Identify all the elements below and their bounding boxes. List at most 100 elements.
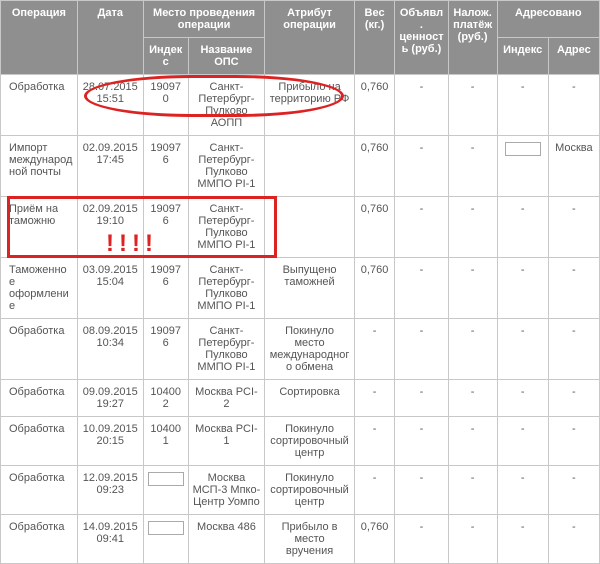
cell-attr: Выпущено таможней [265, 258, 355, 319]
col-decl-value: Объявл. ценность (руб.) [395, 1, 448, 75]
cell-attr: Прибыло на территорию РФ [265, 75, 355, 136]
cell-attr: Сортировка [265, 380, 355, 417]
tracking-table: Операция Дата Место проведения операции … [0, 0, 600, 564]
cell-date: 03.09.2015 15:04 [77, 258, 143, 319]
cell-ops-name: Москва PCI-1 [188, 417, 265, 466]
cell-attr: Покинуло сортировочный центр [265, 417, 355, 466]
col-index: Индекс [143, 38, 188, 75]
cell-ops-name: Москва PCI-2 [188, 380, 265, 417]
cell-addr-index: - [497, 258, 548, 319]
cell-index [143, 466, 188, 515]
cell-cod-pay: - [448, 319, 497, 380]
col-operation: Операция [1, 1, 78, 75]
cell-operation: Импорт международной почты [1, 136, 78, 197]
cell-index: 104002 [143, 380, 188, 417]
table-row: Таможенное оформление03.09.2015 15:04190… [1, 258, 600, 319]
cell-addr-index: - [497, 417, 548, 466]
cell-cod-pay: - [448, 136, 497, 197]
cell-weight: - [354, 466, 395, 515]
col-addr-addr: Адрес [548, 38, 599, 75]
cell-decl-value: - [395, 380, 448, 417]
cell-operation: Обработка [1, 75, 78, 136]
cell-operation: Обработка [1, 417, 78, 466]
table-row: Обработка12.09.2015 09:23 Москва МСП-3 Мп… [1, 466, 600, 515]
table-row: Приём на таможню02.09.2015 19:10190976Са… [1, 197, 600, 258]
cell-ops-name: Санкт-Петербург-Пулково ММПО PI-1 [188, 319, 265, 380]
cell-weight: - [354, 319, 395, 380]
cell-operation: Обработка [1, 319, 78, 380]
cell-cod-pay: - [448, 75, 497, 136]
cell-date: 14.09.2015 09:41 [77, 515, 143, 564]
cell-cod-pay: - [448, 258, 497, 319]
cell-weight: 0,760 [354, 136, 395, 197]
cell-ops-name: Москва МСП-3 Мпко-Центр Уомпо [188, 466, 265, 515]
cell-decl-value: - [395, 258, 448, 319]
cell-index: 190970 [143, 75, 188, 136]
table-row: Импорт международной почты02.09.2015 17:… [1, 136, 600, 197]
cell-addr-index-input[interactable] [505, 142, 541, 156]
cell-index-input[interactable] [148, 521, 184, 535]
table-row: Обработка08.09.2015 10:34190976Санкт-Пет… [1, 319, 600, 380]
cell-decl-value: - [395, 319, 448, 380]
cell-decl-value: - [395, 515, 448, 564]
cell-ops-name: Санкт-Петербург-Пулково ММПО PI-1 [188, 197, 265, 258]
cell-addr-index: - [497, 319, 548, 380]
cell-index: 190976 [143, 319, 188, 380]
cell-addr-index: - [497, 380, 548, 417]
cell-date: 10.09.2015 20:15 [77, 417, 143, 466]
cell-decl-value: - [395, 197, 448, 258]
cell-weight: - [354, 417, 395, 466]
cell-addr-index: - [497, 466, 548, 515]
cell-date: 28.07.2015 15:51 [77, 75, 143, 136]
cell-date: 02.09.2015 17:45 [77, 136, 143, 197]
col-date: Дата [77, 1, 143, 75]
cell-date: 02.09.2015 19:10 [77, 197, 143, 258]
cell-addr-addr: - [548, 197, 599, 258]
cell-operation: Приём на таможню [1, 197, 78, 258]
cell-operation: Обработка [1, 515, 78, 564]
cell-operation: Обработка [1, 466, 78, 515]
cell-addr-addr: - [548, 417, 599, 466]
cell-addr-addr: - [548, 466, 599, 515]
table-row: Обработка10.09.2015 20:15104001Москва PC… [1, 417, 600, 466]
cell-date: 09.09.2015 19:27 [77, 380, 143, 417]
cell-cod-pay: - [448, 515, 497, 564]
cell-weight: 0,760 [354, 197, 395, 258]
col-addr-index: Индекс [497, 38, 548, 75]
cell-attr: Прибыло в место вручения [265, 515, 355, 564]
cell-ops-name: Санкт-Петербург-Пулково АОПП [188, 75, 265, 136]
cell-addr-addr: - [548, 258, 599, 319]
cell-ops-name: Москва 486 [188, 515, 265, 564]
cell-operation: Таможенное оформление [1, 258, 78, 319]
cell-weight: - [354, 380, 395, 417]
cell-index: 190976 [143, 258, 188, 319]
cell-addr-index: - [497, 75, 548, 136]
cell-addr-addr: - [548, 319, 599, 380]
cell-date: 08.09.2015 10:34 [77, 319, 143, 380]
cell-operation: Обработка [1, 380, 78, 417]
cell-weight: 0,760 [354, 258, 395, 319]
cell-index: 104001 [143, 417, 188, 466]
cell-attr [265, 136, 355, 197]
cell-decl-value: - [395, 466, 448, 515]
table-body: Обработка28.07.2015 15:51190970Санкт-Пет… [1, 75, 600, 564]
cell-ops-name: Санкт-Петербург-Пулково ММПО PI-1 [188, 258, 265, 319]
cell-decl-value: - [395, 136, 448, 197]
cell-cod-pay: - [448, 466, 497, 515]
cell-addr-addr: - [548, 75, 599, 136]
cell-attr [265, 197, 355, 258]
cell-weight: 0,760 [354, 75, 395, 136]
cell-cod-pay: - [448, 380, 497, 417]
col-ops-name: Название ОПС [188, 38, 265, 75]
cell-index: 190976 [143, 197, 188, 258]
cell-date: 12.09.2015 09:23 [77, 466, 143, 515]
cell-index-input[interactable] [148, 472, 184, 486]
table-row: Обработка28.07.2015 15:51190970Санкт-Пет… [1, 75, 600, 136]
cell-attr: Покинуло сортировочный центр [265, 466, 355, 515]
cell-ops-name: Санкт-Петербург-Пулково ММПО PI-1 [188, 136, 265, 197]
col-weight: Вес (кг.) [354, 1, 395, 75]
cell-attr: Покинуло место международного обмена [265, 319, 355, 380]
cell-decl-value: - [395, 75, 448, 136]
cell-addr-index: - [497, 515, 548, 564]
cell-addr-addr: - [548, 515, 599, 564]
